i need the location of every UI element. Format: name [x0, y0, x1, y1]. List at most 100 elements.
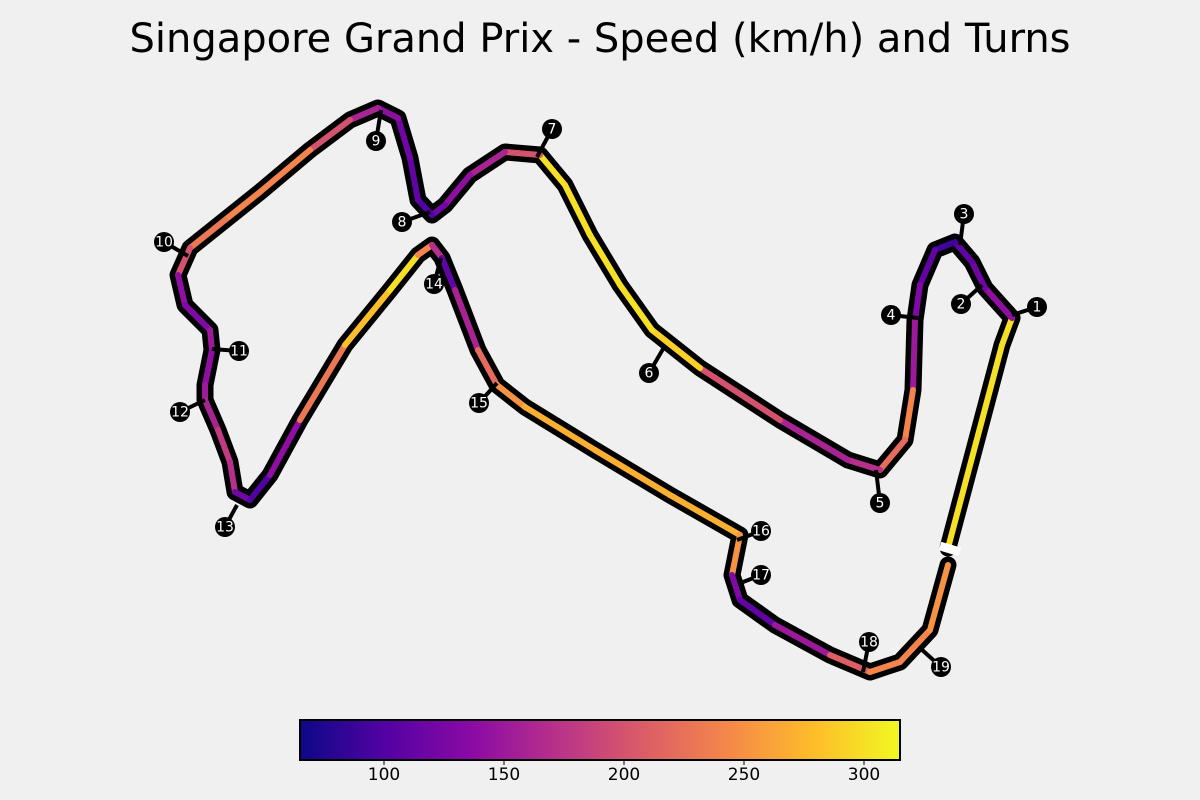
turn-badge: [392, 212, 412, 232]
turn-badge: [542, 119, 562, 139]
turn-badge: [639, 363, 659, 383]
turn-marker: 10: [154, 232, 190, 258]
turn-marker: 11: [211, 341, 249, 361]
track-speed-segment: [187, 217, 228, 251]
track-speed-segment: [697, 365, 783, 423]
track-speed-segment: [910, 317, 918, 393]
track-speed-segment: [452, 287, 481, 353]
track-speed-segment: [297, 342, 348, 423]
turn-badge: [154, 232, 174, 252]
chart-title: Singapore Grand Prix - Speed (km/h) and …: [129, 16, 1071, 62]
turn-label: 19: [932, 660, 950, 676]
colorbar-tick-label: 150: [488, 765, 520, 785]
turn-badge: [881, 305, 901, 325]
turn-badge: [424, 274, 444, 294]
turn-badge: [870, 493, 890, 513]
track-speed-segment: [867, 659, 903, 675]
turn-label: 12: [171, 405, 189, 421]
track-speed-segment: [649, 327, 703, 371]
track-speed-segment: [267, 417, 303, 478]
track-speed-segment: [772, 622, 833, 658]
colorbar-tick-label: 200: [608, 765, 640, 785]
track-speed-segment: [932, 239, 958, 253]
turn-label: 3: [960, 207, 969, 223]
track-speed-segment: [982, 285, 1015, 321]
track-speed-segment: [502, 149, 543, 158]
turn-marker: 8: [392, 210, 431, 232]
turn-label: 5: [876, 496, 885, 512]
turn-badge: [229, 341, 249, 361]
track-speed-segment: [439, 255, 458, 293]
turn-badge: [931, 657, 951, 677]
track-outline: [169, 99, 1021, 681]
turn-badge: [469, 393, 489, 413]
track-speed-segment: [257, 147, 313, 195]
track-speed-segment: [969, 259, 988, 291]
turn-label: 6: [645, 366, 654, 382]
turn-label: 17: [752, 568, 770, 584]
track-speed-segment: [227, 459, 238, 495]
track-speed-segment: [207, 327, 215, 353]
turn-badge: [751, 565, 771, 585]
turn-label: 16: [752, 524, 770, 540]
turn-marker: 19: [918, 646, 951, 677]
turn-badge: [215, 517, 235, 537]
turn-label: 11: [230, 344, 248, 360]
turn-marker: 2: [951, 283, 984, 314]
colorbar-tick-label: 100: [368, 765, 400, 785]
track-speed-segment: [617, 282, 655, 333]
track-speed-segment: [395, 115, 413, 161]
track-speed-segment: [522, 404, 598, 453]
track-speed-segment: [222, 189, 263, 223]
turn-badge: [954, 204, 974, 224]
track-speed-segment: [215, 427, 233, 465]
colorbar: 100 150 200 250 300: [299, 719, 901, 785]
turn-marker: 17: [737, 565, 771, 586]
turn-marker: 7: [535, 119, 562, 158]
turn-marker: 18: [859, 632, 879, 673]
track-layer: [169, 99, 1021, 681]
track-speed-segment: [494, 382, 528, 410]
track-speed-segment: [902, 387, 916, 443]
track-speed-segment: [407, 155, 421, 203]
turn-label: 13: [216, 520, 234, 536]
turn-label: 10: [155, 235, 173, 251]
track-speed-segment: [537, 152, 568, 188]
turn-label: 14: [425, 277, 443, 293]
track-speed-segment: [342, 287, 393, 348]
track-speed-segment: [952, 239, 975, 265]
track-speed-segment: [562, 182, 593, 238]
turn-marker: 6: [639, 347, 665, 383]
turn-label: 8: [398, 215, 407, 231]
turn-label: 9: [372, 134, 381, 150]
track-speed-segment: [729, 532, 743, 578]
track-speed-segment: [347, 105, 381, 123]
track-speed-segment: [737, 597, 778, 628]
start-finish-line: [938, 541, 962, 557]
track-speed-segment: [777, 417, 851, 463]
track-speed-segment: [912, 282, 923, 323]
track-speed-segment: [927, 562, 951, 633]
turn-badge: [751, 521, 771, 541]
turn-label: 18: [860, 635, 878, 651]
turn-marker: 14: [424, 257, 444, 294]
turn-label: 1: [1033, 300, 1042, 316]
turn-marker: 15: [469, 381, 499, 413]
colorbar-tick-label: 300: [848, 765, 880, 785]
turn-label: 2: [957, 297, 966, 313]
track-speed-segment: [592, 447, 673, 498]
track-speed-segment: [587, 232, 623, 288]
turn-marker: 5: [870, 469, 890, 513]
track-speed-segment: [175, 272, 188, 308]
turn-label: 7: [548, 122, 557, 138]
turn-label: 15: [470, 396, 488, 412]
track-speed-segment: [897, 627, 933, 665]
turn-marker: 3: [954, 204, 974, 246]
turn-marker: 4: [881, 305, 919, 325]
turn-badge: [1027, 297, 1047, 317]
track-speed-segment: [387, 252, 421, 293]
turn-label: 4: [887, 308, 896, 324]
track-speed-segment: [917, 247, 938, 288]
